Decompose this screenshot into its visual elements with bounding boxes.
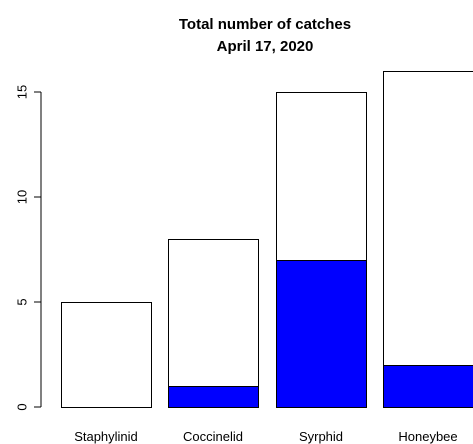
y-tick-label: 15 <box>15 85 30 99</box>
chart-title-line-2: April 17, 2020 <box>217 38 314 55</box>
bar-honeybee-segment-2 <box>383 71 473 366</box>
category-label: Syrphid <box>299 429 343 444</box>
y-tick-label: 5 <box>15 298 30 305</box>
category-label: Honeybee <box>398 429 457 444</box>
bar-honeybee-segment-1 <box>383 365 473 408</box>
bar-staphylinid-segment-2 <box>61 302 152 408</box>
bar-coccinelid-segment-2 <box>168 239 259 387</box>
category-label: Coccinelid <box>183 429 243 444</box>
bar-coccinelid-segment-1 <box>168 386 259 408</box>
y-axis: 0 5 10 15 <box>15 85 42 411</box>
bar-syrphid-segment-2 <box>276 92 367 261</box>
y-tick-label: 10 <box>15 190 30 204</box>
bars <box>61 71 473 408</box>
category-labels: Staphylinid Coccinelid Syrphid Honeybee <box>74 429 457 444</box>
y-tick-label: 0 <box>15 403 30 410</box>
chart-title-line-1: Total number of catches <box>179 16 351 33</box>
category-label: Staphylinid <box>74 429 138 444</box>
bar-syrphid-segment-1 <box>276 260 367 408</box>
